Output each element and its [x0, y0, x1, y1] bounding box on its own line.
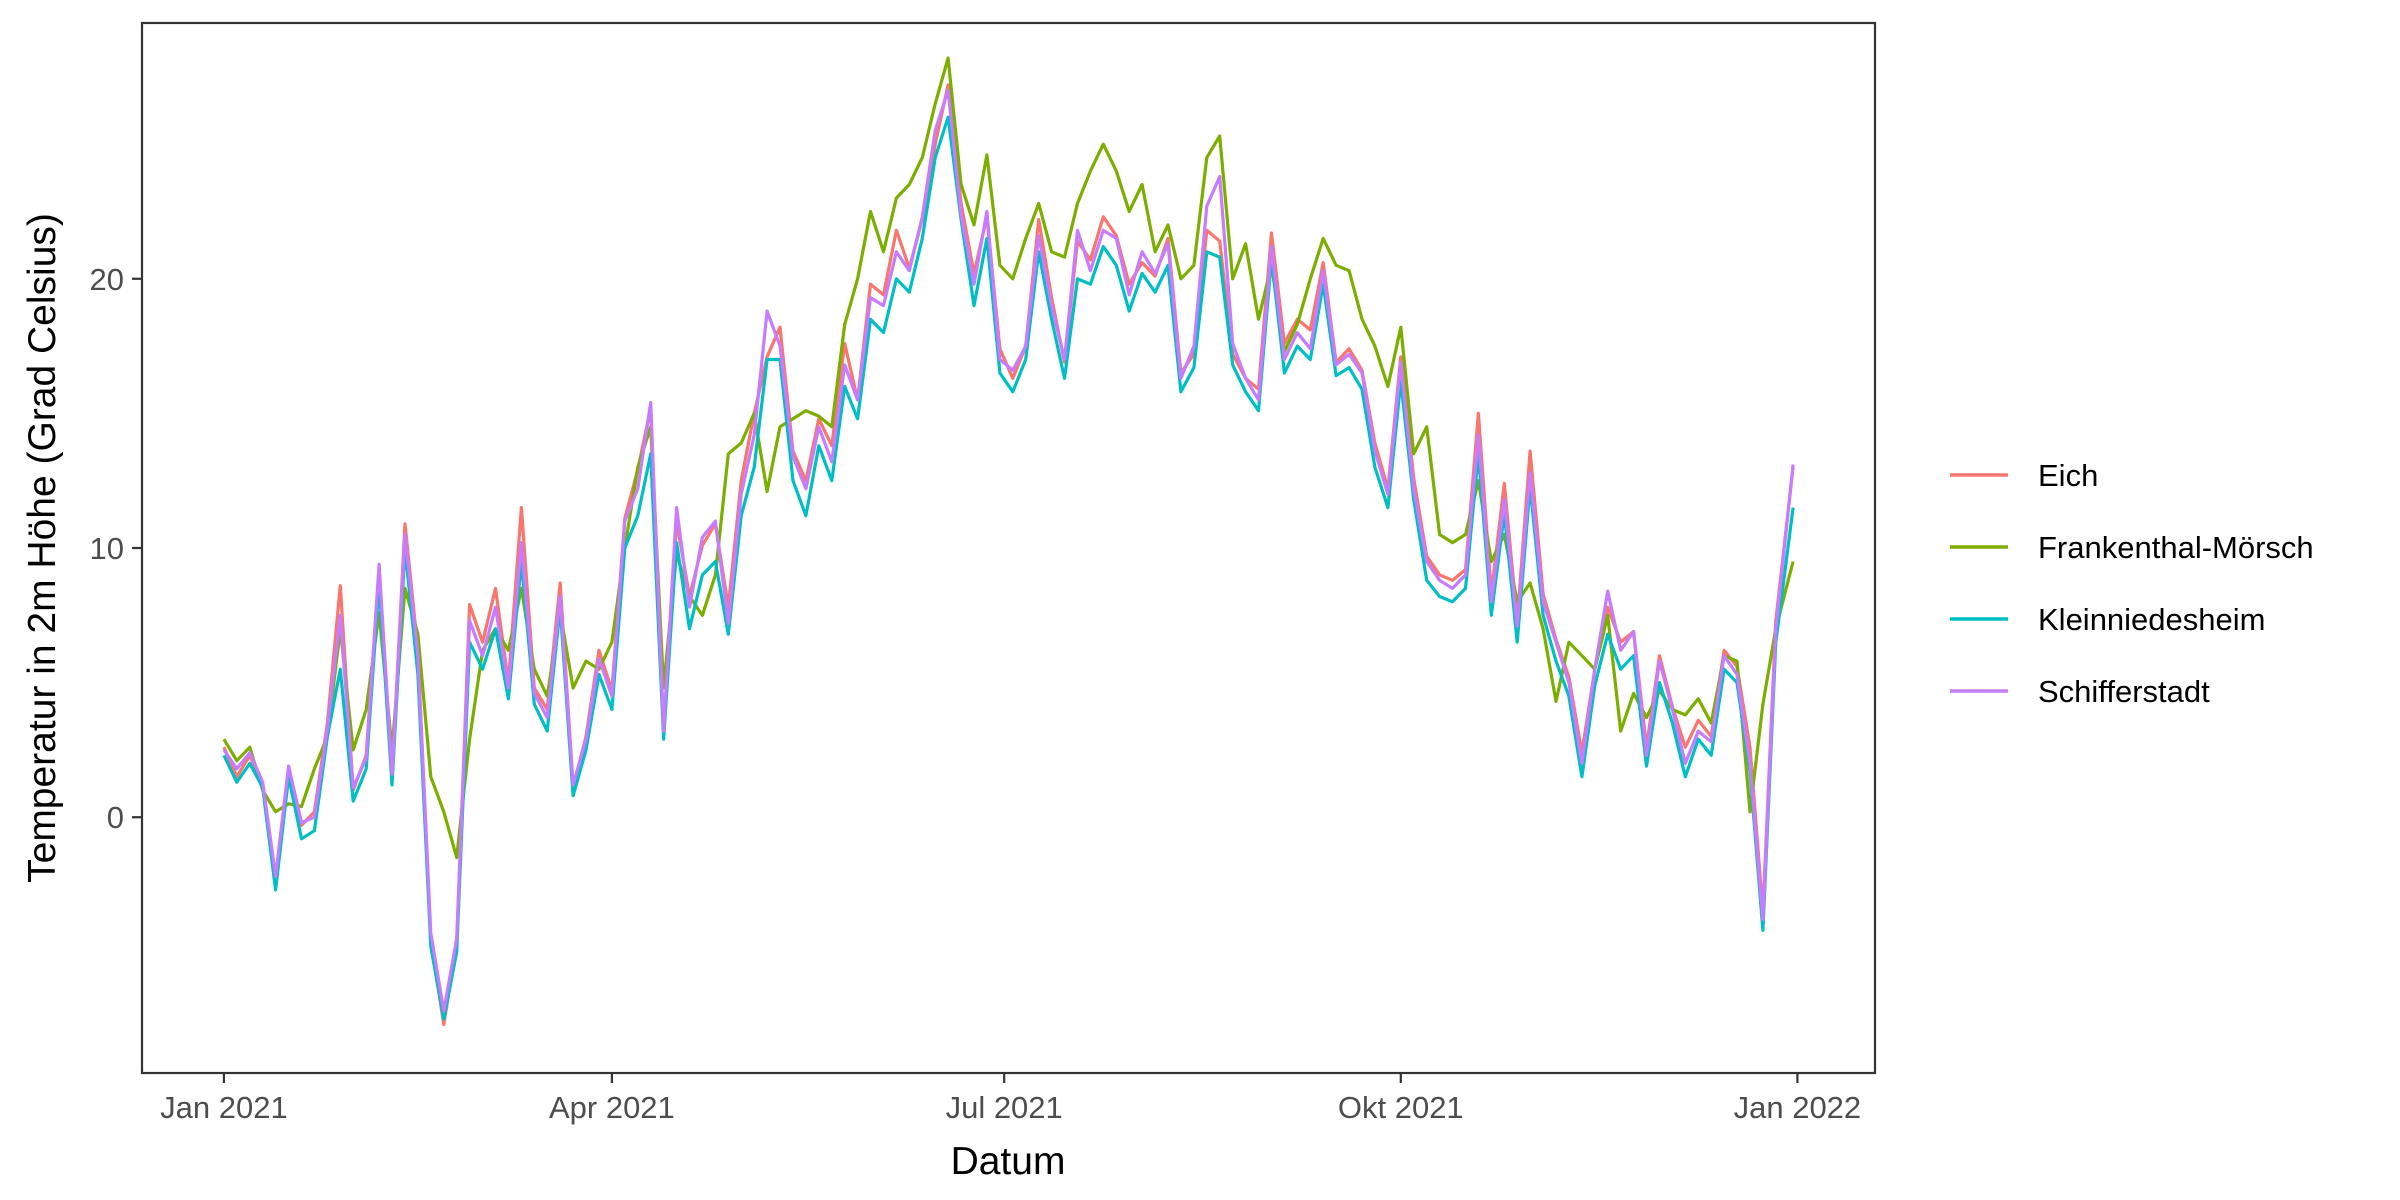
- legend: Eich Frankenthal-Mörsch Kleinniedesheim Sch…: [1950, 458, 2314, 709]
- y-tick-label: 20: [90, 262, 124, 297]
- x-tick-label: Jul 2021: [946, 1090, 1063, 1125]
- legend-label: Schifferstadt: [2038, 674, 2210, 709]
- legend-label: Eich: [2038, 458, 2098, 493]
- y-axis-title: Temperatur in 2m Höhe (Grad Celsius): [21, 213, 64, 883]
- series-line-schifferstadt: [222, 88, 1795, 1013]
- x-axis-title: Datum: [951, 1140, 1066, 1183]
- x-tick-label: Apr 2021: [549, 1090, 675, 1125]
- y-tick-label: 0: [107, 800, 124, 835]
- legend-label: Kleinniedesheim: [2038, 602, 2265, 637]
- series-lines: [222, 56, 1795, 1027]
- x-tick-label: Jan 2022: [1734, 1090, 1862, 1125]
- x-tick-label: Okt 2021: [1338, 1090, 1464, 1125]
- legend-label: Frankenthal-Mörsch: [2038, 530, 2314, 565]
- y-tick-label: 10: [90, 531, 124, 566]
- plot-panel: [140, 21, 1877, 1075]
- x-axis-ticks: Jan 2021 Apr 2021 Jul 2021 Okt 2021 Jan 2022: [160, 1073, 1861, 1125]
- y-axis-ticks: 0 10 20: [90, 262, 142, 835]
- x-tick-label: Jan 2021: [160, 1090, 288, 1125]
